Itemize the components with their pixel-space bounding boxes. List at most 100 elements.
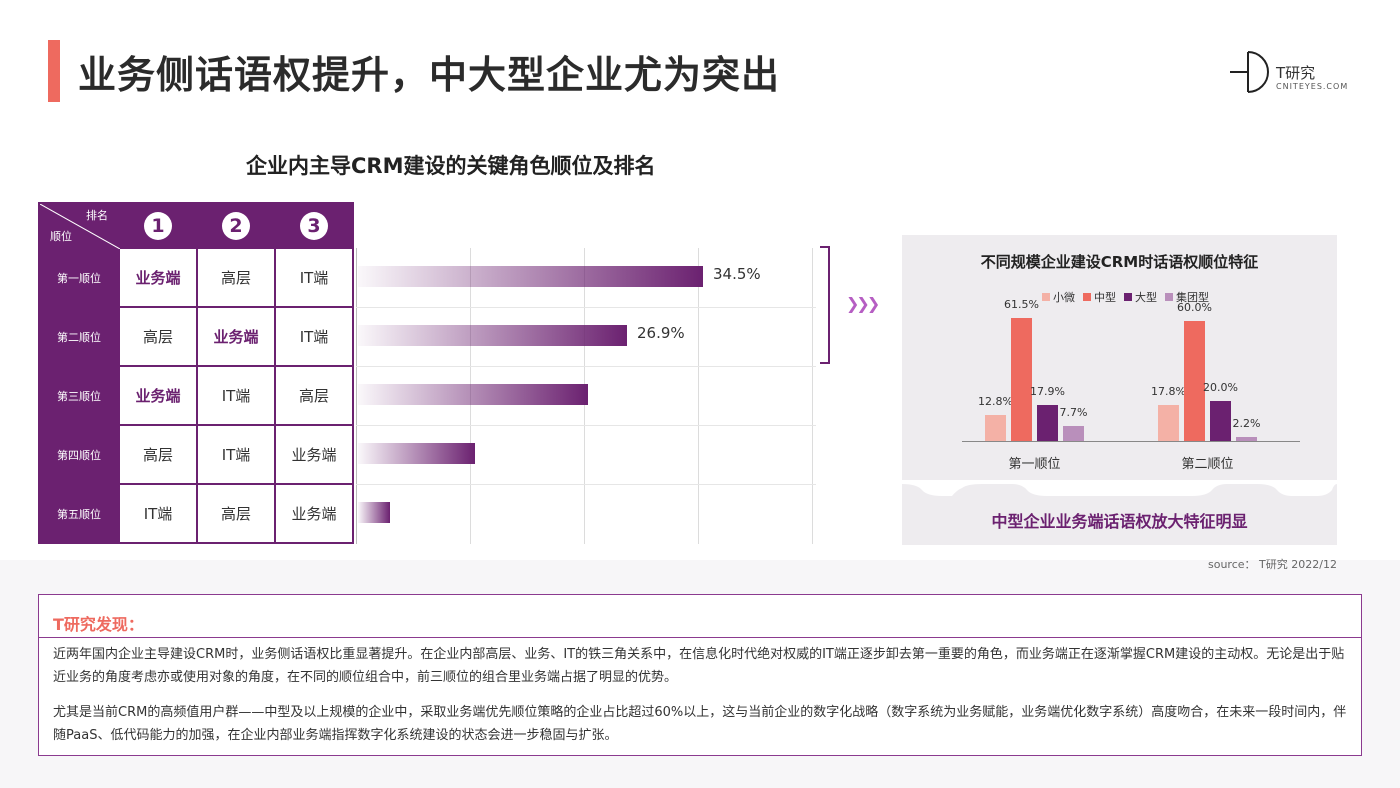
logo-name: T研究 xyxy=(1276,64,1316,82)
axis-line xyxy=(356,248,357,544)
bar-value-label: 2.2% xyxy=(1232,416,1261,430)
findings-title: T研究发现： xyxy=(53,615,144,634)
bar xyxy=(1184,321,1205,441)
findings-box: T研究发现： 近两年国内企业主导建设CRM时，业务侧话语权比重显著提升。在企业内… xyxy=(38,594,1362,756)
logo-sub: CNITEYES.COM xyxy=(1276,82,1349,91)
bar xyxy=(1158,405,1179,441)
table-header-row: 排名 顺位 1 2 3 xyxy=(38,202,354,249)
row-label: 第四顺位 xyxy=(38,424,120,485)
findings-paragraph-1: 近两年国内企业主导建设CRM时，业务侧话语权比重显著提升。在企业内部高层、业务、… xyxy=(53,647,1345,685)
category-label: 第二顺位 xyxy=(1181,457,1234,472)
size-chart-legend: 小微 中型 大型 集团型 xyxy=(1042,289,1209,305)
table-cell: IT端 xyxy=(274,247,354,308)
bar xyxy=(358,325,627,346)
bar xyxy=(1236,436,1257,441)
legend-label: 小微 xyxy=(1053,291,1075,304)
rank-number-2: 2 xyxy=(222,211,250,240)
corner-order-label: 顺位 xyxy=(50,230,72,243)
bar xyxy=(358,384,588,405)
row-label: 第三顺位 xyxy=(38,365,120,426)
table-row: 第二顺位 高层 业务端 IT端 xyxy=(38,306,354,367)
table-cell: 高层 xyxy=(196,247,276,308)
bar-value-label: 26.9% xyxy=(637,324,685,342)
row-label: 第五顺位 xyxy=(38,483,120,544)
rank-number-3: 3 xyxy=(300,211,328,240)
row-label: 第一顺位 xyxy=(38,247,120,308)
rank-header-2: 2 xyxy=(196,202,276,249)
table-cell: 高层 xyxy=(118,306,198,367)
table-row: 第五顺位 IT端 高层 业务端 xyxy=(38,483,354,544)
bar-value-label: 61.5% xyxy=(1004,298,1039,311)
table-cell: 业务端 xyxy=(274,483,354,544)
bar-value-label: 7.7% xyxy=(1059,405,1088,419)
conclusion-text: 中型企业业务端话语权放大特征明显 xyxy=(902,498,1337,545)
table-cell: IT端 xyxy=(118,483,198,544)
table-cell: 业务端 xyxy=(118,247,198,308)
rank-header-3: 3 xyxy=(274,202,354,249)
grid-line xyxy=(698,248,699,544)
corner-rank-label: 排名 xyxy=(86,209,108,222)
logo: T研究 CNITEYES.COM xyxy=(1226,44,1366,100)
table-row: 第一顺位 业务端 高层 IT端 xyxy=(38,247,354,308)
bar xyxy=(1011,318,1032,441)
legend-item: 中型 xyxy=(1083,289,1116,305)
legend-item: 大型 xyxy=(1124,289,1157,305)
bar-value-label: 60.0% xyxy=(1177,301,1212,314)
title-accent-bar xyxy=(48,40,60,102)
row-label: 第二顺位 xyxy=(38,306,120,367)
ranking-bar-chart: 34.5% 26.9% xyxy=(356,248,816,544)
grid-line xyxy=(356,307,816,308)
ranking-table: 排名 顺位 1 2 3 第一顺位 业务端 高层 IT端 第二顺位 高层 业务端 … xyxy=(38,202,354,544)
legend-label: 集团型 xyxy=(1176,291,1209,304)
rank-number-1: 1 xyxy=(144,211,172,240)
chevron-right-icon: ❯❯❯ xyxy=(846,294,880,313)
bar xyxy=(358,266,703,287)
bar-value-label: 20.0% xyxy=(1203,381,1238,394)
bar xyxy=(358,443,475,464)
findings-divider xyxy=(39,637,1361,638)
table-cell: 业务端 xyxy=(118,365,198,426)
table-cell: 高层 xyxy=(274,365,354,426)
table-cell: 业务端 xyxy=(196,306,276,367)
axis-line xyxy=(962,441,1300,442)
bracket-highlight xyxy=(820,246,830,364)
grid-line xyxy=(812,248,813,544)
source-note: source： T研究 2022/12 xyxy=(1208,558,1337,571)
table-cell: 高层 xyxy=(196,483,276,544)
grid-line xyxy=(356,425,816,426)
bar-value-label: 34.5% xyxy=(713,265,761,283)
legend-swatch xyxy=(1042,293,1050,301)
findings-paragraph-2: 尤其是当前CRM的高频值用户群——中型及以上规模的企业中，采取业务端优先顺位策略… xyxy=(53,705,1347,743)
table-corner: 排名 顺位 xyxy=(38,202,120,249)
chart-title: 企业内主导CRM建设的关键角色顺位及排名 xyxy=(246,154,656,178)
table-cell: IT端 xyxy=(196,365,276,426)
legend-swatch xyxy=(1124,293,1132,301)
page-title: 业务侧话语权提升，中大型企业尤为突出 xyxy=(78,53,781,97)
rank-header-1: 1 xyxy=(118,202,198,249)
bar-value-label: 12.8% xyxy=(978,395,1013,409)
bar xyxy=(1210,401,1231,441)
category-label: 第一顺位 xyxy=(1008,457,1061,472)
bar xyxy=(985,415,1006,441)
table-cell: IT端 xyxy=(274,306,354,367)
legend-item: 小微 xyxy=(1042,289,1075,305)
logo-mark-icon xyxy=(1230,51,1269,93)
bar-value-label: 17.8% xyxy=(1151,385,1186,399)
table-cell: 业务端 xyxy=(274,424,354,485)
table-row: 第三顺位 业务端 IT端 高层 xyxy=(38,365,354,426)
bar-value-label: 17.9% xyxy=(1030,385,1065,399)
table-row: 第四顺位 高层 IT端 业务端 xyxy=(38,424,354,485)
legend-swatch xyxy=(1083,293,1091,301)
bar xyxy=(358,502,390,523)
table-cell: IT端 xyxy=(196,424,276,485)
size-chart-title: 不同规模企业建设CRM时话语权顺位特征 xyxy=(980,253,1259,271)
table-cell: 高层 xyxy=(118,424,198,485)
wave-divider xyxy=(902,480,1337,500)
bar xyxy=(1063,425,1084,441)
legend-label: 大型 xyxy=(1135,291,1157,304)
legend-label: 中型 xyxy=(1094,291,1116,304)
bar xyxy=(1037,405,1058,441)
grid-line xyxy=(356,484,816,485)
legend-item: 集团型 xyxy=(1165,289,1209,305)
size-comparison-panel: 不同规模企业建设CRM时话语权顺位特征 小微 中型 大型 集团型 12.8% 61.5%… xyxy=(902,235,1337,485)
